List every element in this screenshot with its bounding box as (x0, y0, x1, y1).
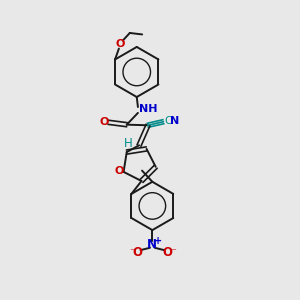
Text: H: H (124, 137, 132, 150)
Text: O: O (99, 117, 109, 127)
Text: C: C (165, 116, 172, 126)
Text: +: + (154, 236, 162, 246)
Text: ⁻: ⁻ (129, 248, 135, 257)
Text: O: O (163, 246, 173, 259)
Text: O: O (132, 246, 142, 259)
Text: O: O (116, 39, 125, 49)
Text: N: N (170, 116, 180, 126)
Text: NH: NH (139, 104, 158, 114)
Text: ⁻: ⁻ (170, 248, 176, 257)
Text: O: O (114, 166, 124, 176)
Text: N: N (147, 238, 158, 251)
